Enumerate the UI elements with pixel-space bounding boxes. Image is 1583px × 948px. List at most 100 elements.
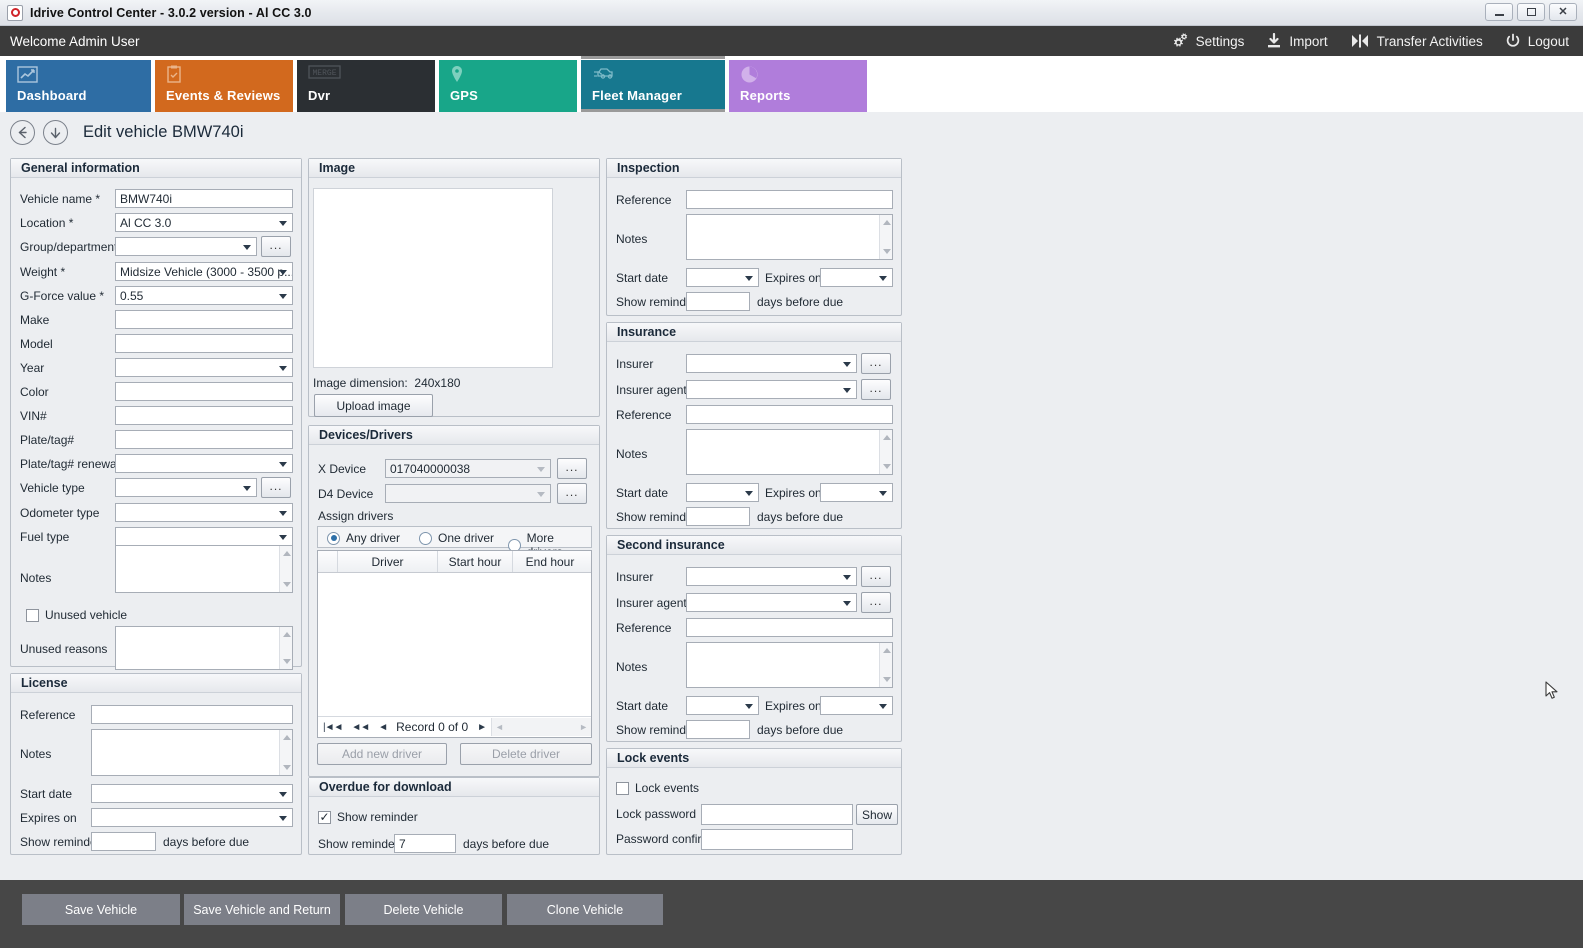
close-icon[interactable]: ✕ — [1549, 3, 1577, 21]
textarea-second-insurance-notes[interactable] — [686, 642, 893, 688]
record-icon — [7, 4, 23, 21]
select-second-insurance-insurer[interactable] — [686, 567, 857, 586]
input-overdue-reminder-days[interactable]: 7 — [394, 834, 456, 853]
browse-x-device-button[interactable]: ... — [557, 458, 587, 479]
label-second-insurance-agent: Insurer agent — [616, 596, 687, 610]
show-password-button[interactable]: Show — [856, 804, 898, 825]
textarea-unused-reasons[interactable] — [115, 626, 293, 670]
select-weight[interactable]: Midsize Vehicle (3000 - 3500 p... — [115, 262, 293, 281]
textarea-insurance-notes[interactable] — [686, 429, 893, 475]
group-second-insurance-title: Second insurance — [607, 536, 901, 555]
select-inspection-expires-on[interactable] — [820, 268, 893, 287]
transfer-activities-button[interactable]: Transfer Activities — [1350, 33, 1483, 49]
add-new-driver-button[interactable]: Add new driver — [317, 743, 447, 765]
input-license-reference[interactable] — [91, 705, 293, 724]
checkbox-unused-vehicle[interactable]: Unused vehicle — [26, 608, 127, 622]
back-arrow-icon[interactable] — [10, 119, 35, 145]
checkbox-overdue-show-reminder[interactable]: ✓ Show reminder — [318, 810, 418, 824]
select-location[interactable]: Al CC 3.0 — [115, 213, 293, 232]
select-inspection-start-date[interactable] — [686, 268, 759, 287]
textarea-notes[interactable] — [115, 545, 293, 593]
logout-button[interactable]: Logout — [1505, 33, 1569, 49]
second-insurance-notes-scrollbar[interactable] — [879, 643, 892, 687]
input-password-confirm[interactable] — [701, 829, 853, 850]
input-plate-tag[interactable] — [115, 430, 293, 449]
tab-dashboard[interactable]: Dashboard — [6, 60, 151, 112]
tab-fleet-manager[interactable]: Fleet Manager — [581, 56, 725, 112]
browse-insurance-agent-button[interactable]: ... — [861, 379, 891, 400]
inspection-notes-scrollbar[interactable] — [879, 215, 892, 259]
select-second-insurance-expires-on[interactable] — [820, 696, 893, 715]
select-insurance-expires-on[interactable] — [820, 483, 893, 502]
select-second-insurance-start-date[interactable] — [686, 696, 759, 715]
one-driver-radio-button — [419, 531, 432, 545]
browse-group-department-button[interactable]: ... — [261, 236, 291, 257]
input-insurance-reminder[interactable] — [686, 507, 750, 526]
input-color[interactable] — [115, 382, 293, 401]
nav-first-button[interactable]: |◄◄ — [323, 721, 343, 733]
select-plate-tag-renewal[interactable] — [115, 454, 293, 473]
input-model[interactable] — [115, 334, 293, 353]
input-inspection-reminder[interactable] — [686, 292, 750, 311]
clone-vehicle-button[interactable]: Clone Vehicle — [507, 894, 663, 925]
save-vehicle-button[interactable]: Save Vehicle — [22, 894, 180, 925]
drivers-table[interactable]: Driver Start hour End hour |◄◄ ◄◄ ◄ Reco… — [317, 550, 592, 738]
insurance-notes-scrollbar[interactable] — [879, 430, 892, 474]
checkbox-lock-events[interactable]: Lock events — [616, 781, 699, 795]
select-x-device[interactable]: 017040000038 — [385, 459, 551, 478]
tab-events-reviews[interactable]: Events & Reviews — [155, 60, 293, 112]
input-vehicle-name[interactable]: BMW740i — [115, 189, 293, 208]
select-insurance-agent[interactable] — [686, 380, 857, 399]
input-second-insurance-reminder[interactable] — [686, 720, 750, 739]
browse-second-insurance-agent-button[interactable]: ... — [861, 592, 891, 613]
delete-vehicle-button[interactable]: Delete Vehicle — [345, 894, 502, 925]
license-notes-scrollbar[interactable] — [279, 730, 292, 775]
browse-d4-device-button[interactable]: ... — [557, 483, 587, 504]
save-vehicle-and-return-button[interactable]: Save Vehicle and Return — [184, 894, 340, 925]
settings-button[interactable]: Settings — [1169, 33, 1244, 49]
nav-next-button[interactable]: ► — [477, 721, 487, 733]
browse-second-insurance-insurer-button[interactable]: ... — [861, 566, 891, 587]
select-license-expires-on[interactable] — [91, 808, 293, 827]
input-lock-password[interactable] — [701, 804, 853, 825]
select-second-insurance-agent[interactable] — [686, 593, 857, 612]
browse-vehicle-type-button[interactable]: ... — [261, 477, 291, 498]
pie-chart-icon — [740, 65, 867, 85]
select-insurance-insurer[interactable] — [686, 354, 857, 373]
select-license-start-date[interactable] — [91, 784, 293, 803]
tab-dvr[interactable]: MERGE Dvr — [297, 60, 435, 112]
welcome-text: Welcome Admin User — [10, 33, 140, 49]
select-gforce-value[interactable]: 0.55 — [115, 286, 293, 305]
select-odometer-type[interactable] — [115, 503, 293, 522]
select-d4-device[interactable] — [385, 484, 551, 503]
drivers-horizontal-scrollbar[interactable]: ◄ ► — [491, 718, 591, 736]
nav-prev-button[interactable]: ◄ — [378, 721, 388, 733]
input-second-insurance-reference[interactable] — [686, 618, 893, 637]
unused-reasons-scrollbar[interactable] — [279, 627, 292, 669]
select-vehicle-type[interactable] — [115, 478, 257, 497]
down-arrow-icon[interactable] — [43, 119, 68, 145]
select-group-department[interactable] — [115, 237, 257, 256]
select-fuel-type[interactable] — [115, 527, 293, 546]
input-make[interactable] — [115, 310, 293, 329]
import-button[interactable]: Import — [1266, 33, 1328, 49]
delete-driver-button[interactable]: Delete driver — [460, 743, 592, 765]
radio-any-driver[interactable]: Any driver — [327, 531, 400, 545]
textarea-license-notes[interactable] — [91, 729, 293, 776]
browse-insurance-insurer-button[interactable]: ... — [861, 353, 891, 374]
maximize-icon[interactable] — [1517, 3, 1545, 21]
input-inspection-reference[interactable] — [686, 190, 893, 209]
nav-prev-page-button[interactable]: ◄◄ — [351, 721, 370, 733]
tab-reports[interactable]: Reports — [729, 60, 867, 112]
input-vin[interactable] — [115, 406, 293, 425]
select-year[interactable] — [115, 358, 293, 377]
upload-image-button[interactable]: Upload image — [314, 394, 433, 417]
radio-one-driver[interactable]: One driver — [419, 531, 494, 545]
minimize-icon[interactable] — [1485, 3, 1513, 21]
input-insurance-reference[interactable] — [686, 405, 893, 424]
tab-gps[interactable]: GPS — [439, 60, 577, 112]
input-license-show-reminder[interactable] — [91, 832, 156, 851]
select-insurance-start-date[interactable] — [686, 483, 759, 502]
notes-scrollbar[interactable] — [279, 546, 292, 592]
textarea-inspection-notes[interactable] — [686, 214, 893, 260]
